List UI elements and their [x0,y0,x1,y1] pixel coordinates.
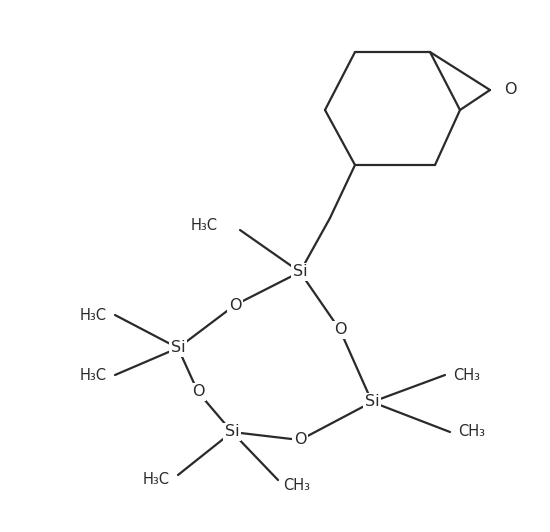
Text: Si: Si [225,425,239,439]
Text: Si: Si [365,395,380,410]
Text: Si: Si [293,264,307,279]
Text: CH₃: CH₃ [458,425,485,439]
Text: H₃C: H₃C [143,472,170,487]
Text: CH₃: CH₃ [283,478,310,493]
Text: O: O [229,297,241,312]
Text: O: O [334,322,346,337]
Text: O: O [294,433,306,447]
Text: H₃C: H₃C [80,307,107,322]
Text: H₃C: H₃C [80,368,107,383]
Text: O: O [504,82,516,97]
Text: O: O [192,385,204,400]
Text: CH₃: CH₃ [453,368,480,383]
Text: Si: Si [170,340,185,355]
Text: H₃C: H₃C [191,218,218,232]
